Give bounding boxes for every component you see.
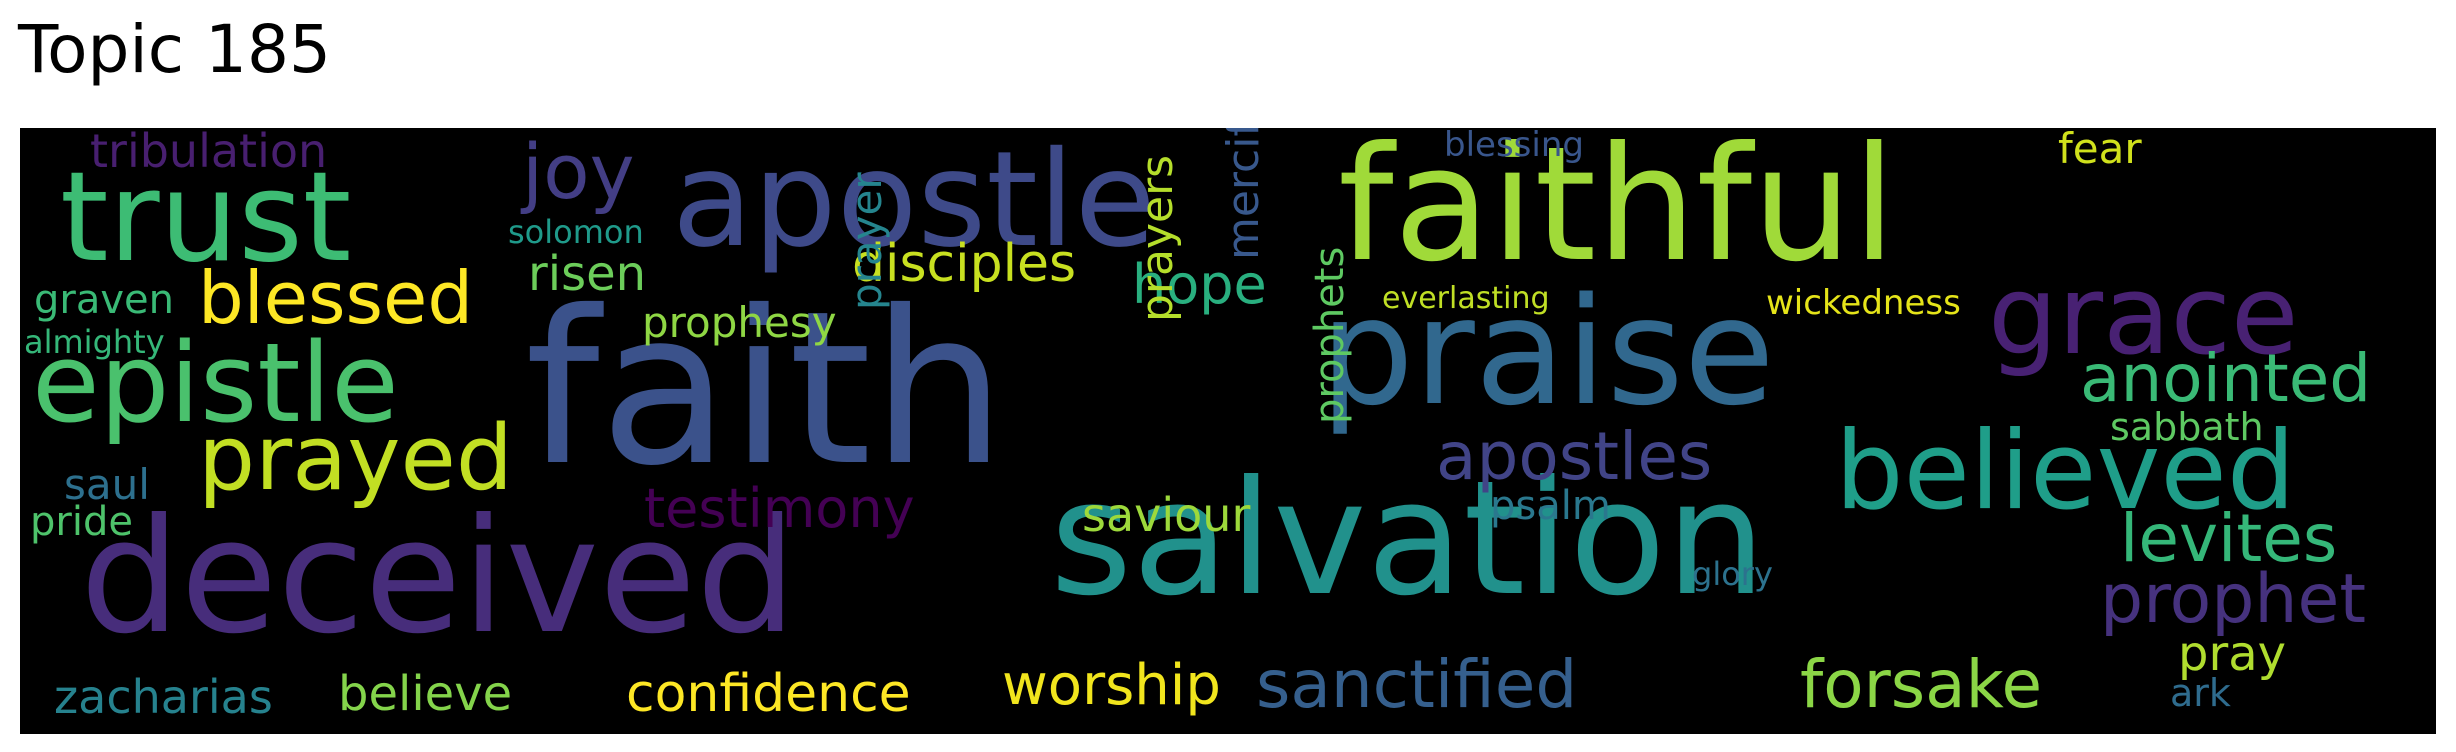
word-pride: pride: [30, 499, 133, 545]
word-deceived: deceived: [80, 485, 797, 669]
word-praise: praise: [1320, 266, 1775, 438]
word-grace: grace: [1988, 251, 2299, 379]
word-believe: believe: [338, 666, 513, 722]
word-sanctified: sanctified: [1256, 646, 1578, 723]
word-faithful: faithful: [1338, 128, 1897, 297]
word-apostle: apostle: [672, 128, 1156, 277]
word-everlasting: everlasting: [1382, 281, 1550, 316]
word-prophet: prophet: [2100, 560, 2366, 639]
word-glory: glory: [1692, 555, 1773, 593]
word-solomon: solomon: [508, 213, 644, 251]
word-joy: joy: [522, 128, 635, 216]
word-prophesy: prophesy: [642, 298, 837, 347]
word-levites: levites: [2120, 500, 2338, 577]
word-believed: believed: [1835, 409, 2296, 534]
word-zacharias: zacharias: [54, 670, 273, 724]
word-prayed: prayed: [198, 406, 514, 511]
word-trust: trust: [60, 146, 352, 290]
word-almighty: almighty: [24, 323, 165, 361]
word-apostles: apostles: [1436, 418, 1713, 495]
word-hope: hope: [1132, 253, 1267, 316]
word-blessed: blessed: [198, 256, 474, 340]
word-sabbath: sabbath: [2110, 405, 2264, 449]
word-salvation: salvation: [1050, 447, 1767, 631]
word-saul: saul: [64, 460, 150, 509]
word-prayers: prayers: [1132, 154, 1183, 322]
word-graven: graven: [34, 277, 174, 323]
word-epistle: epistle: [32, 319, 399, 447]
word-risen: risen: [528, 246, 647, 302]
word-pray: pray: [2178, 626, 2287, 682]
word-saviour: saviour: [1082, 488, 1251, 542]
word-blessing: blessing: [1444, 128, 1584, 165]
word-ark: ark: [2170, 671, 2231, 715]
word-wickedness: wickedness: [1766, 283, 1961, 323]
word-worship: worship: [1002, 653, 1221, 718]
word-merciful: merciful: [1218, 128, 1269, 260]
word-cloud: faith salvation deceived faithful praise…: [20, 128, 2436, 734]
word-confidence: confidence: [626, 664, 911, 724]
word-prophecy: prophecy: [2355, 128, 2395, 130]
word-fear: fear: [2058, 128, 2142, 173]
word-tribulation: tribulation: [90, 128, 328, 178]
word-prayer: prayer: [842, 172, 891, 310]
page-title: Topic 185: [18, 11, 331, 88]
word-anointed: anointed: [2080, 340, 2372, 417]
word-disciples: disciples: [852, 234, 1077, 294]
word-testimony: testimony: [644, 477, 915, 540]
word-prophets: prophets: [1307, 246, 1353, 424]
word-faith: faith: [525, 265, 1006, 512]
word-psalm: psalm: [1490, 483, 1611, 529]
word-forsake: forsake: [1800, 646, 2043, 723]
